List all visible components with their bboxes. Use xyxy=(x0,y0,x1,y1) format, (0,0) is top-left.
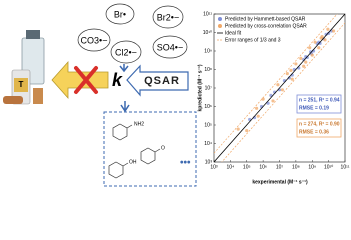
point xyxy=(287,76,291,80)
molecule-label: OH xyxy=(129,159,137,165)
point xyxy=(289,68,293,72)
x-tick-label: 10³ xyxy=(210,164,218,170)
stats-text: n = 274, R² = 0.90 xyxy=(299,121,340,127)
x-tick-label: 10⁹ xyxy=(308,164,316,170)
point xyxy=(304,60,308,64)
blocked-arrow xyxy=(51,60,109,100)
x-tick-label: 10¹⁰ xyxy=(324,164,333,170)
x-axis-label: kexperimental (M⁻¹ s⁻¹) xyxy=(252,179,308,185)
point xyxy=(236,127,240,131)
error-line xyxy=(214,14,338,154)
point xyxy=(280,88,284,92)
legend-marker xyxy=(218,17,222,21)
clouds xyxy=(77,3,188,64)
x-tick-label: 10⁸ xyxy=(292,164,300,170)
point xyxy=(310,53,314,57)
page: {"diagram": { "radicals": ["Br•", "Br2•−… xyxy=(3,3,350,187)
point xyxy=(317,46,321,50)
down-arrow xyxy=(119,64,129,73)
legend-label: Predicted by cross-correlation QSAR xyxy=(225,23,307,29)
error-line xyxy=(221,22,345,162)
qsar-label: QSAR xyxy=(144,75,180,87)
radical: Br• xyxy=(114,9,126,19)
molecules xyxy=(108,123,161,179)
point xyxy=(290,77,294,81)
bottle-label: T xyxy=(19,80,24,89)
point xyxy=(276,83,280,87)
bottles: T xyxy=(3,30,45,105)
x-tick-label: 10¹¹ xyxy=(341,164,350,170)
radical: Cl2•− xyxy=(115,47,137,57)
y-tick-label: 10⁹ xyxy=(204,48,212,54)
point xyxy=(271,99,275,103)
k-symbol: k xyxy=(112,70,123,90)
point xyxy=(327,31,331,35)
up-arrow xyxy=(120,101,130,113)
stats-text: RMSE = 0.19 xyxy=(299,105,329,111)
point xyxy=(326,27,330,31)
x-tick-label: 10⁷ xyxy=(276,164,284,170)
point xyxy=(313,40,317,44)
point xyxy=(299,56,303,60)
point xyxy=(331,29,336,33)
point xyxy=(308,46,312,50)
point xyxy=(248,117,252,122)
point xyxy=(302,64,306,68)
point xyxy=(261,97,265,101)
x-tick-label: 10⁶ xyxy=(259,164,267,170)
stats-text: RMSE = 0.36 xyxy=(299,129,329,135)
point xyxy=(323,38,327,42)
stats-text: n = 251, R² = 0.94 xyxy=(299,97,340,103)
radical: SO4•− xyxy=(157,42,183,52)
legend-label: Ideal fit xyxy=(225,30,242,36)
point xyxy=(256,114,260,118)
y-tick-label: 10⁸ xyxy=(204,67,212,73)
y-tick-label: 10⁵ xyxy=(204,122,212,128)
legend-label: Error ranges of 1/3 and 3 xyxy=(225,37,281,43)
point xyxy=(269,93,273,97)
graphical-abstract: T k QSAR Br• Br2•− CO3•− SO4•− Cl2•− NH2… xyxy=(3,3,350,187)
point xyxy=(266,101,270,105)
qsar-arrow xyxy=(126,64,189,97)
y-tick-label: 10¹¹ xyxy=(203,11,212,17)
legend-label: Predicted by Hammett-based QSAR xyxy=(225,16,306,22)
point xyxy=(245,128,249,133)
radical: Br2•− xyxy=(157,12,179,22)
ideal-fit xyxy=(214,14,345,162)
y-tick-label: 10⁷ xyxy=(205,85,213,91)
stats-box xyxy=(296,118,342,138)
legend-marker xyxy=(218,24,222,28)
y-tick-label: 10¹⁰ xyxy=(203,30,212,36)
molecule-label: NH2 xyxy=(134,121,144,127)
x-tick-label: 10⁵ xyxy=(243,164,251,170)
stats-box xyxy=(296,94,342,114)
point xyxy=(294,62,298,66)
point xyxy=(324,32,328,36)
cross xyxy=(74,66,98,94)
y-tick-label: 10⁴ xyxy=(204,141,212,147)
more: ••• xyxy=(180,158,191,169)
molecule-label: O xyxy=(161,145,165,151)
point xyxy=(319,36,323,40)
y-tick-label: 10⁶ xyxy=(204,104,212,110)
x-tick-label: 10⁴ xyxy=(227,164,235,170)
point xyxy=(255,106,259,110)
radical: CO3•− xyxy=(81,35,108,45)
point xyxy=(285,72,289,76)
y-axis-label: kpredicted (M⁻¹ s⁻¹) xyxy=(197,64,203,111)
y-tick-label: 10³ xyxy=(205,159,213,165)
